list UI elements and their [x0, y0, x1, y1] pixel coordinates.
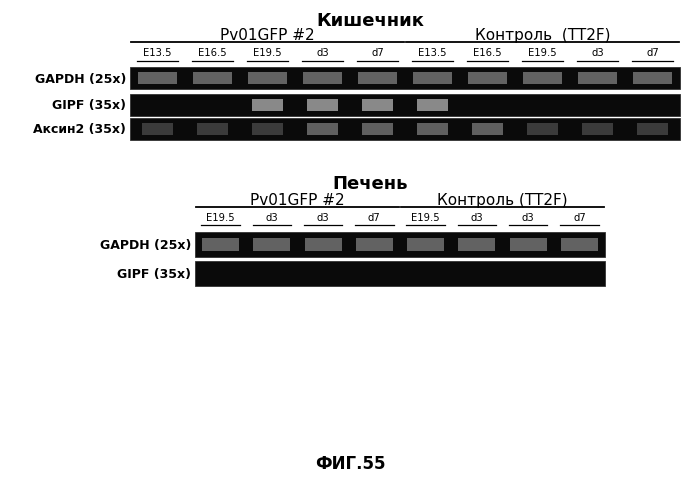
Text: GAPDH (25x): GAPDH (25x): [35, 72, 126, 85]
Text: d3: d3: [470, 213, 483, 223]
Text: E19.5: E19.5: [253, 48, 282, 58]
Text: d3: d3: [522, 213, 535, 223]
Bar: [417, 100, 447, 112]
Bar: [413, 72, 452, 85]
Bar: [130, 68, 680, 90]
Bar: [408, 238, 444, 252]
Text: E16.5: E16.5: [199, 48, 226, 58]
Bar: [356, 238, 393, 252]
Text: GAPDH (25x): GAPDH (25x): [100, 239, 191, 252]
Bar: [138, 72, 177, 85]
Bar: [524, 72, 562, 85]
Bar: [254, 238, 290, 252]
Text: GIPF (35x): GIPF (35x): [117, 267, 191, 280]
Text: E19.5: E19.5: [528, 48, 557, 58]
Text: d7: d7: [573, 213, 586, 223]
Text: GIPF (35x): GIPF (35x): [52, 99, 126, 112]
Bar: [510, 238, 547, 252]
Text: E19.5: E19.5: [411, 213, 440, 223]
Text: d7: d7: [371, 48, 384, 58]
Bar: [197, 123, 228, 136]
Text: Pv01GFP #2: Pv01GFP #2: [220, 28, 315, 43]
Text: E13.5: E13.5: [418, 48, 447, 58]
Bar: [195, 262, 605, 287]
Bar: [561, 238, 598, 252]
Text: E13.5: E13.5: [143, 48, 172, 58]
Bar: [582, 123, 612, 136]
Bar: [637, 123, 668, 136]
Bar: [468, 72, 507, 85]
Text: d7: d7: [646, 48, 659, 58]
Bar: [193, 72, 232, 85]
Text: Печень: Печень: [332, 175, 408, 192]
Bar: [143, 123, 173, 136]
Bar: [195, 232, 605, 257]
Text: Pv01GFP #2: Pv01GFP #2: [250, 192, 345, 207]
Bar: [252, 123, 282, 136]
Text: Контроль  (TT2F): Контроль (TT2F): [475, 28, 610, 43]
Text: d3: d3: [591, 48, 604, 58]
Bar: [202, 238, 239, 252]
Text: d3: d3: [316, 48, 329, 58]
Bar: [303, 72, 342, 85]
Bar: [473, 123, 503, 136]
Bar: [308, 123, 338, 136]
Bar: [359, 72, 397, 85]
Bar: [130, 95, 680, 117]
Bar: [633, 72, 672, 85]
Bar: [130, 119, 680, 141]
Bar: [362, 123, 393, 136]
Text: ФИГ.55: ФИГ.55: [315, 454, 385, 472]
Bar: [305, 238, 342, 252]
Text: d3: d3: [266, 213, 278, 223]
Bar: [578, 72, 617, 85]
Bar: [417, 123, 447, 136]
Text: Аксин2 (35x): Аксин2 (35x): [33, 123, 126, 136]
Text: d3: d3: [317, 213, 329, 223]
Bar: [252, 100, 282, 112]
Text: Контроль (TT2F): Контроль (TT2F): [437, 192, 568, 207]
Bar: [527, 123, 558, 136]
Text: E19.5: E19.5: [206, 213, 235, 223]
Bar: [248, 72, 287, 85]
Bar: [308, 100, 338, 112]
Bar: [362, 100, 393, 112]
Text: Кишечник: Кишечник: [316, 12, 424, 30]
Bar: [459, 238, 496, 252]
Text: E16.5: E16.5: [473, 48, 502, 58]
Text: d7: d7: [368, 213, 381, 223]
